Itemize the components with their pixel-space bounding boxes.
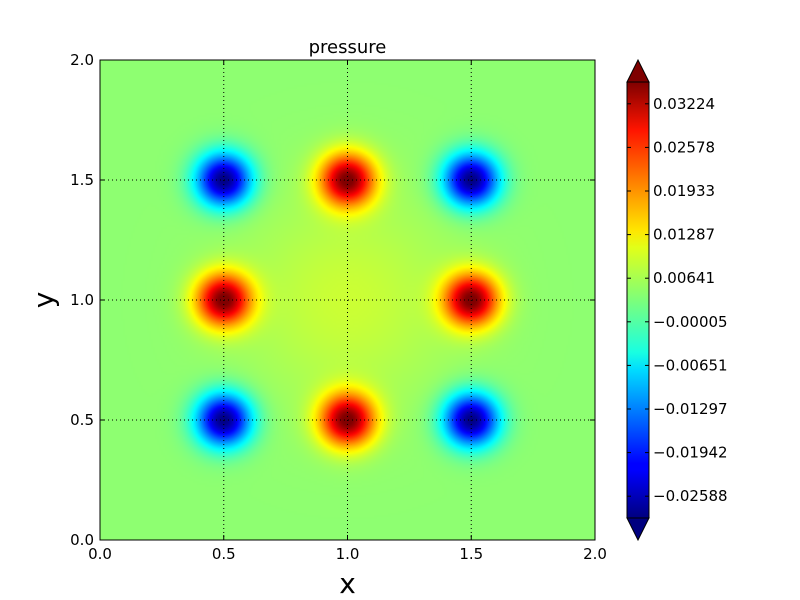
colorbar-tick-label: 0.02578	[653, 138, 715, 156]
x-tick-label: 0.5	[212, 545, 236, 563]
colorbar-tick-label: 0.00641	[653, 269, 715, 287]
colorbar-extend-top	[626, 58, 650, 83]
chart-title: pressure	[309, 37, 387, 58]
colorbar-tick-label: −0.00005	[653, 313, 728, 331]
x-axis-ticks: 0.0 0.5 1.0 1.5 2.0	[88, 60, 607, 563]
colorbar-extend-bottom	[626, 517, 650, 542]
y-tick-label: 1.0	[70, 291, 94, 309]
y-tick-label: 0.0	[70, 531, 94, 549]
colorbar-tick-label: −0.01297	[653, 400, 728, 418]
x-tick-label: 2.0	[583, 545, 607, 563]
y-axis-ticks: 0.0 0.5 1.0 1.5 2.0	[70, 51, 595, 549]
y-axis-label: y	[27, 292, 60, 309]
y-tick-label: 0.5	[70, 411, 94, 429]
colorbar-tick-label: −0.01942	[653, 444, 728, 462]
y-tick-label: 1.5	[70, 171, 94, 189]
x-axis-label: x	[339, 567, 356, 600]
colorbar: 0.03224 0.02578 0.01933 0.01287 0.00641 −0.00…	[626, 58, 728, 542]
x-tick-label: 0.0	[88, 545, 112, 563]
colorbar-ticks: 0.03224 0.02578 0.01933 0.01287 0.00641 −0.00…	[627, 95, 728, 505]
grid-lines	[100, 60, 595, 540]
colorbar-tick-label: 0.01933	[653, 182, 715, 200]
colorbar-tick-label: 0.01287	[653, 226, 715, 244]
colorbar-tick-label: −0.00651	[653, 356, 728, 374]
x-tick-label: 1.5	[459, 545, 483, 563]
colorbar-tick-label: −0.02588	[653, 487, 728, 505]
colorbar-tick-label: 0.03224	[653, 95, 715, 113]
y-tick-label: 2.0	[70, 51, 94, 69]
x-tick-label: 1.0	[336, 545, 360, 563]
